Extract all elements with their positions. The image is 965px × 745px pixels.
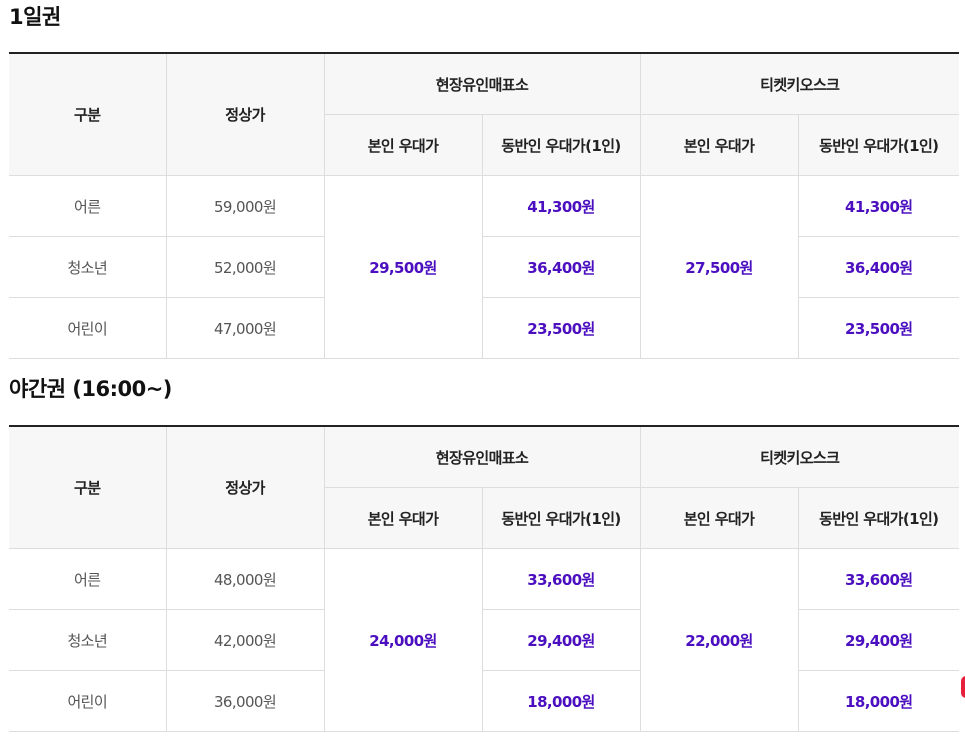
price-table-day-pass: 구분 정상가 현장유인매표소 티켓키오스크 본인 우대가 동반인 우대가(1인)… (9, 52, 960, 359)
header-companion-discount: 동반인 우대가(1인) (797, 114, 960, 176)
row-regular-price: 59,000원 (165, 175, 324, 237)
row-regular-price: 42,000원 (165, 609, 324, 671)
onsite-companion-price: 36,400원 (481, 236, 640, 298)
kiosk-companion-price: 41,300원 (797, 175, 960, 237)
row-category: 청소년 (9, 236, 166, 298)
onsite-companion-price: 29,400원 (481, 609, 640, 671)
kiosk-self-price: 22,000원 (639, 548, 798, 732)
section-title-night-pass: 야간권 (16:00~) (9, 377, 172, 401)
row-category: 어른 (9, 548, 166, 610)
header-onsite-ticket-office: 현장유인매표소 (323, 426, 640, 488)
onsite-companion-price: 41,300원 (481, 175, 640, 237)
header-companion-discount: 동반인 우대가(1인) (797, 487, 960, 549)
row-regular-price: 52,000원 (165, 236, 324, 298)
kiosk-self-price: 27,500원 (639, 175, 798, 359)
header-category: 구분 (9, 426, 166, 549)
floating-button-edge[interactable] (961, 676, 965, 698)
onsite-companion-price: 18,000원 (481, 670, 640, 732)
kiosk-companion-price: 23,500원 (797, 297, 960, 359)
kiosk-companion-price: 36,400원 (797, 236, 960, 298)
row-category: 어린이 (9, 297, 166, 359)
header-regular-price: 정상가 (165, 53, 324, 176)
header-ticket-kiosk: 티켓키오스크 (639, 53, 960, 115)
kiosk-companion-price: 18,000원 (797, 670, 960, 732)
onsite-self-price: 29,500원 (323, 175, 482, 359)
table-row: 어른 59,000원 29,500원 41,300원 27,500원 41,30… (9, 175, 960, 359)
table-row: 어린이 47,000원 23,500원 23,500원 (9, 297, 960, 359)
header-self-discount: 본인 우대가 (323, 487, 482, 549)
header-companion-discount: 동반인 우대가(1인) (481, 487, 640, 549)
row-category: 청소년 (9, 609, 166, 671)
kiosk-companion-price: 29,400원 (797, 609, 960, 671)
table-row: 어린이 36,000원 18,000원 18,000원 (9, 670, 960, 732)
row-category: 어린이 (9, 670, 166, 732)
price-table-night-pass: 구분 정상가 현장유인매표소 티켓키오스크 본인 우대가 동반인 우대가(1인)… (9, 425, 960, 732)
row-regular-price: 48,000원 (165, 548, 324, 610)
header-onsite-ticket-office: 현장유인매표소 (323, 53, 640, 115)
table-row: 청소년 42,000원 29,400원 29,400원 (9, 609, 960, 671)
onsite-companion-price: 23,500원 (481, 297, 640, 359)
header-self-discount: 본인 우대가 (639, 114, 798, 176)
table-row: 어른 48,000원 24,000원 33,600원 22,000원 33,60… (9, 548, 960, 732)
section-title-day-pass: 1일권 (9, 5, 61, 29)
row-regular-price: 47,000원 (165, 297, 324, 359)
row-regular-price: 36,000원 (165, 670, 324, 732)
onsite-companion-price: 33,600원 (481, 548, 640, 610)
table-row: 청소년 52,000원 36,400원 36,400원 (9, 236, 960, 298)
header-companion-discount: 동반인 우대가(1인) (481, 114, 640, 176)
header-category: 구분 (9, 53, 166, 176)
header-self-discount: 본인 우대가 (323, 114, 482, 176)
row-category: 어른 (9, 175, 166, 237)
header-self-discount: 본인 우대가 (639, 487, 798, 549)
kiosk-companion-price: 33,600원 (797, 548, 960, 610)
onsite-self-price: 24,000원 (323, 548, 482, 732)
header-regular-price: 정상가 (165, 426, 324, 549)
header-ticket-kiosk: 티켓키오스크 (639, 426, 960, 488)
